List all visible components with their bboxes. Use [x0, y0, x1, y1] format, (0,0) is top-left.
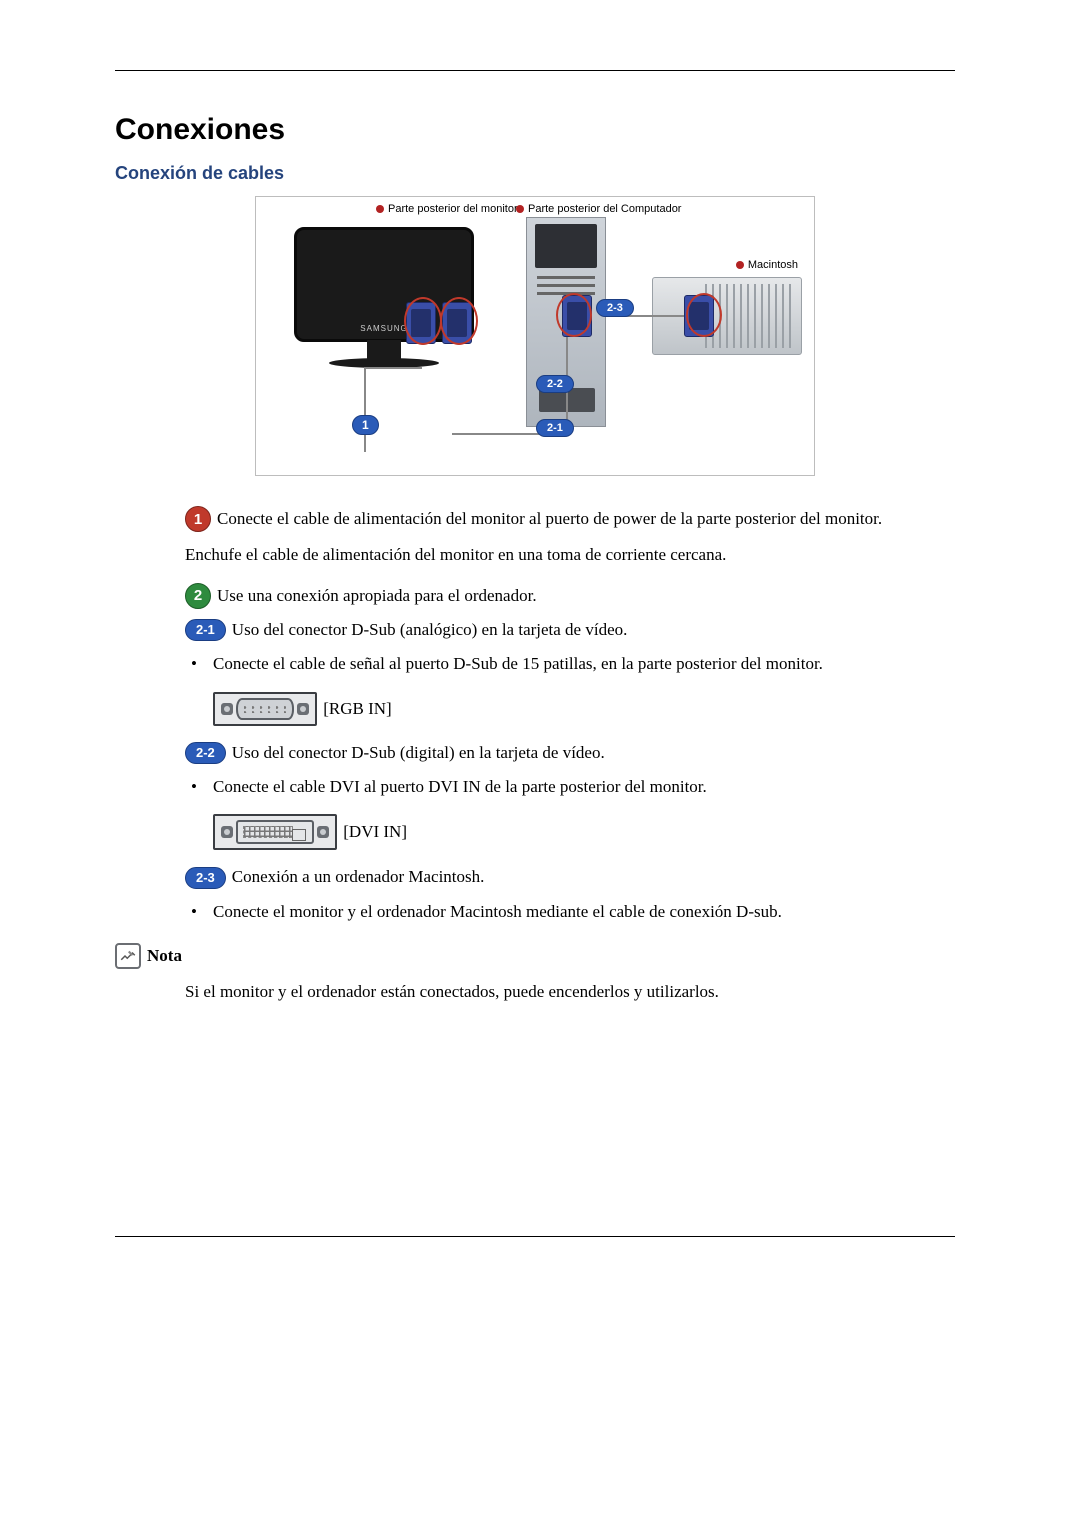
dvi-port-row: [DVI IN] [185, 814, 955, 850]
step-badge-1-icon: 1 [185, 506, 211, 532]
legend-mac: Macintosh [736, 259, 798, 271]
step-badge-2-2-icon: 2-2 [185, 742, 226, 764]
legend-monitor: Parte posterior del monitor [376, 203, 518, 215]
callout-badge-2-3: 2-3 [596, 299, 634, 317]
step-2-1: 2-1 Uso del conector D-Sub (analógico) e… [185, 617, 955, 643]
screw-icon [221, 703, 233, 715]
monitor-neck [367, 340, 401, 360]
highlight-ring-icon [556, 293, 592, 337]
rgb-port-icon [213, 692, 317, 726]
screw-icon [297, 703, 309, 715]
legend-pc: Parte posterior del Computador [516, 203, 681, 215]
highlight-ring-icon [404, 297, 442, 345]
page: Conexiones Conexión de cables Parte post… [0, 0, 1080, 1307]
page-title: Conexiones [115, 113, 955, 147]
step-2-3-bullets: Conecte el monitor y el ordenador Macint… [185, 899, 955, 925]
rgb-port-label: [RGB IN] [323, 699, 391, 718]
content-body: 1 Conecte el cable de alimentación del m… [115, 506, 955, 1006]
note-icon [115, 943, 141, 969]
legend-pc-label: Parte posterior del Computador [528, 203, 681, 215]
cable-line [364, 367, 366, 452]
cable-line [364, 367, 422, 369]
rgb-port-row: [RGB IN] [185, 692, 955, 726]
legend-dot-icon [376, 205, 384, 213]
step-badge-2-1-icon: 2-1 [185, 619, 226, 641]
note-label: Nota [147, 943, 182, 969]
step-2-3-bullet: Conecte el monitor y el ordenador Macint… [185, 899, 955, 925]
diagram-container: Parte posterior del monitor Parte poster… [255, 196, 815, 476]
step-2-1-bullets: Conecte el cable de señal al puerto D-Su… [185, 651, 955, 677]
step-badge-2-icon: 2 [185, 583, 211, 609]
legend-dot-icon [736, 261, 744, 269]
rule-top [115, 70, 955, 71]
step-2-1-text: Uso del conector D-Sub (analógico) en la… [232, 617, 628, 643]
step-1-text: Conecte el cable de alimentación del mon… [217, 506, 882, 532]
page-subtitle: Conexión de cables [115, 163, 955, 184]
screw-icon [317, 826, 329, 838]
legend-mac-label: Macintosh [748, 259, 798, 271]
rule-bottom [115, 1236, 955, 1237]
screw-icon [221, 826, 233, 838]
legend-dot-icon [516, 205, 524, 213]
dvi-port-icon [213, 814, 337, 850]
step-2-1-bullet: Conecte el cable de señal al puerto D-Su… [185, 651, 955, 677]
dvi-port-label: [DVI IN] [343, 822, 407, 841]
callout-badge-1: 1 [352, 415, 379, 435]
step-1: 1 Conecte el cable de alimentación del m… [185, 506, 955, 532]
step-2-2: 2-2 Uso del conector D-Sub (digital) en … [185, 740, 955, 766]
vga-port-icon [236, 698, 294, 720]
step-2: 2 Use una conexión apropiada para el ord… [185, 583, 955, 609]
callout-badge-2-1: 2-1 [536, 419, 574, 437]
note-text: Si el monitor y el ordenador están conec… [185, 979, 955, 1005]
highlight-ring-icon [440, 297, 478, 345]
monitor-brand: SAMSUNG [360, 324, 407, 333]
callout-badge-2-2: 2-2 [536, 375, 574, 393]
step-2-3-text: Conexión a un ordenador Macintosh. [232, 864, 485, 890]
step-1-followup: Enchufe el cable de alimentación del mon… [185, 542, 955, 568]
step-2-2-text: Uso del conector D-Sub (digital) en la t… [232, 740, 605, 766]
dvi-port-shape-icon [236, 820, 314, 844]
step-2-2-bullet: Conecte el cable DVI al puerto DVI IN de… [185, 774, 955, 800]
note-heading: Nota [115, 943, 955, 969]
highlight-ring-icon [686, 293, 722, 337]
step-2-2-bullets: Conecte el cable DVI al puerto DVI IN de… [185, 774, 955, 800]
step-2-text: Use una conexión apropiada para el orden… [217, 583, 537, 609]
legend-monitor-label: Parte posterior del monitor [388, 203, 518, 215]
step-badge-2-3-icon: 2-3 [185, 867, 226, 889]
step-2-3: 2-3 Conexión a un ordenador Macintosh. [185, 864, 955, 890]
connection-diagram: Parte posterior del monitor Parte poster… [255, 196, 815, 476]
